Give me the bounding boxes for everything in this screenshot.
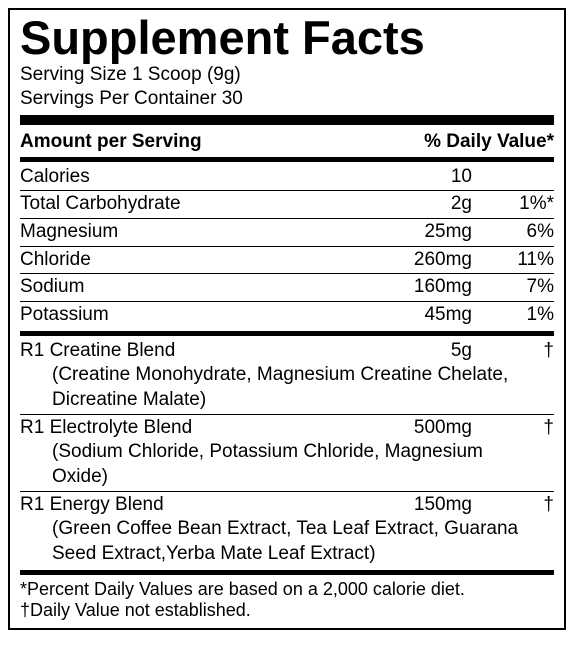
serving-info: Serving Size 1 Scoop (9g) Servings Per C… — [20, 63, 554, 111]
nutrient-row: Calories10 — [20, 164, 554, 191]
nutrient-row: Magnesium25mg6% — [20, 218, 554, 246]
nutrient-amount: 2g — [384, 192, 484, 217]
nutrient-name: Calories — [20, 165, 384, 190]
footnotes: *Percent Daily Values are based on a 2,0… — [20, 577, 554, 622]
blend-dv: † — [484, 416, 554, 441]
rule-thick-top — [20, 115, 554, 125]
footnote-dv: *Percent Daily Values are based on a 2,0… — [20, 579, 554, 601]
blend-row: R1 Creatine Blend5g†(Creatine Monohydrat… — [20, 338, 554, 414]
blend-rows: R1 Creatine Blend5g†(Creatine Monohydrat… — [20, 338, 554, 568]
nutrient-dv: 11% — [484, 248, 554, 273]
rule-medium-bottom — [20, 570, 554, 575]
nutrient-amount: 260mg — [384, 248, 484, 273]
nutrient-dv: 1% — [484, 303, 554, 328]
blend-desc: (Creatine Monohydrate, Magnesium Creatin… — [20, 363, 554, 412]
nutrient-name: Chloride — [20, 248, 384, 273]
nutrient-amount: 160mg — [384, 275, 484, 300]
nutrient-name: Magnesium — [20, 220, 384, 245]
column-header-row: Amount per Serving % Daily Value* — [20, 127, 554, 155]
nutrient-row: Total Carbohydrate2g1%* — [20, 190, 554, 218]
blend-desc: (Green Coffee Bean Extract, Tea Leaf Ext… — [20, 517, 554, 566]
blend-amount: 5g — [384, 339, 484, 364]
rule-medium-header — [20, 157, 554, 162]
blend-name: R1 Energy Blend — [20, 493, 384, 518]
nutrient-name: Potassium — [20, 303, 384, 328]
blend-amount: 150mg — [384, 493, 484, 518]
nutrient-dv: 1%* — [484, 192, 554, 217]
nutrient-name: Sodium — [20, 275, 384, 300]
servings-per-container: Servings Per Container 30 — [20, 87, 554, 111]
serving-size: Serving Size 1 Scoop (9g) — [20, 63, 554, 87]
nutrient-dv — [484, 165, 554, 190]
blend-row: R1 Electrolyte Blend500mg†(Sodium Chlori… — [20, 414, 554, 491]
blend-name: R1 Electrolyte Blend — [20, 416, 384, 441]
nutrient-amount: 10 — [384, 165, 484, 190]
nutrient-amount: 25mg — [384, 220, 484, 245]
nutrient-row: Sodium160mg7% — [20, 273, 554, 301]
blend-row: R1 Energy Blend150mg†(Green Coffee Bean … — [20, 491, 554, 568]
nutrient-dv: 7% — [484, 275, 554, 300]
blend-name: R1 Creatine Blend — [20, 339, 384, 364]
nutrient-amount: 45mg — [384, 303, 484, 328]
daily-value-label: % Daily Value* — [424, 131, 554, 153]
supplement-facts-panel: Supplement Facts Serving Size 1 Scoop (9… — [8, 8, 566, 630]
blend-dv: † — [484, 493, 554, 518]
nutrient-row: Potassium45mg1% — [20, 301, 554, 329]
nutrient-row: Chloride260mg11% — [20, 246, 554, 274]
nutrient-name: Total Carbohydrate — [20, 192, 384, 217]
amount-per-serving-label: Amount per Serving — [20, 131, 202, 153]
blend-desc: (Sodium Chloride, Potassium Chloride, Ma… — [20, 440, 554, 489]
nutrient-rows: Calories10Total Carbohydrate2g1%*Magnesi… — [20, 164, 554, 329]
blend-amount: 500mg — [384, 416, 484, 441]
nutrient-dv: 6% — [484, 220, 554, 245]
blend-dv: † — [484, 339, 554, 364]
rule-medium-blends — [20, 331, 554, 336]
panel-title: Supplement Facts — [20, 14, 554, 61]
footnote-dagger: †Daily Value not established. — [20, 600, 554, 622]
